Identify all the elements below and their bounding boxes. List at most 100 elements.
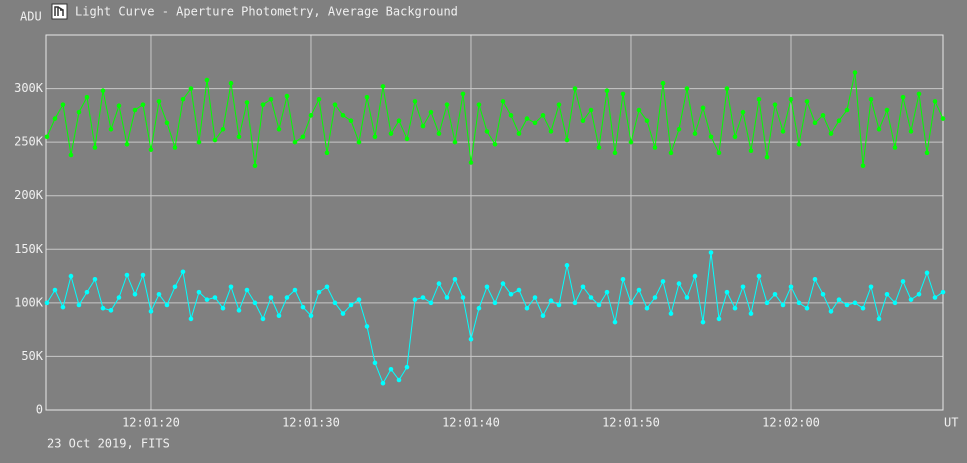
- data-point: [132, 291, 138, 297]
- data-point: [716, 316, 722, 322]
- data-point: [580, 284, 586, 290]
- data-point: [68, 152, 74, 158]
- data-point: [196, 139, 202, 145]
- data-point: [876, 126, 882, 132]
- data-point: [260, 102, 266, 107]
- data-point: [588, 295, 594, 300]
- data-point: [372, 360, 378, 366]
- data-point: [92, 145, 98, 150]
- data-point: [604, 289, 610, 295]
- data-point: [740, 284, 746, 290]
- data-point: [892, 145, 898, 150]
- data-point: [148, 309, 154, 314]
- data-point: [636, 287, 642, 293]
- x-tick-label: 12:01:30: [282, 416, 340, 430]
- y-axis-label: ADU: [20, 10, 42, 24]
- data-point: [740, 109, 746, 115]
- data-point: [484, 129, 490, 134]
- data-point: [644, 118, 650, 124]
- data-point: [156, 291, 162, 297]
- data-point: [44, 134, 50, 140]
- data-point: [756, 273, 762, 279]
- data-point: [908, 297, 914, 302]
- data-point: [52, 116, 58, 121]
- data-point: [716, 150, 722, 156]
- data-point: [780, 302, 786, 308]
- footer-note: 23 Oct 2019, FITS: [47, 437, 170, 451]
- data-point: [492, 300, 498, 306]
- data-point: [124, 272, 130, 278]
- data-point: [604, 88, 610, 94]
- data-point: [396, 377, 402, 383]
- data-point: [804, 99, 810, 104]
- data-point: [340, 311, 346, 316]
- data-point: [556, 102, 562, 107]
- data-point: [348, 118, 354, 124]
- data-point: [748, 311, 754, 316]
- data-point: [764, 300, 770, 306]
- data-point: [164, 120, 170, 126]
- data-point: [484, 284, 490, 290]
- data-point: [468, 336, 474, 342]
- x-tick-label: 12:01:40: [442, 416, 500, 430]
- data-point: [692, 273, 698, 279]
- data-point: [228, 284, 234, 290]
- data-point: [388, 131, 394, 136]
- data-point: [852, 70, 858, 75]
- data-point: [444, 295, 450, 300]
- data-point: [84, 289, 90, 295]
- data-point: [428, 109, 434, 115]
- data-point: [780, 129, 786, 134]
- data-point: [844, 302, 850, 308]
- data-point: [436, 131, 442, 136]
- data-point: [268, 295, 274, 300]
- data-point: [460, 91, 466, 97]
- data-point: [804, 305, 810, 311]
- data-point: [84, 94, 90, 100]
- data-point: [540, 113, 546, 118]
- data-point: [628, 300, 634, 306]
- data-point: [612, 319, 618, 325]
- app-icon: [51, 3, 68, 20]
- data-point: [156, 99, 162, 104]
- data-point: [828, 131, 834, 136]
- data-point: [364, 94, 370, 100]
- x-tick-label: 12:01:20: [122, 416, 180, 430]
- data-point: [564, 137, 570, 143]
- data-point: [132, 107, 138, 113]
- data-point: [532, 120, 538, 126]
- data-point: [916, 291, 922, 297]
- data-point: [404, 364, 410, 370]
- data-point: [116, 295, 122, 300]
- y-tick-label: 100K: [14, 295, 44, 309]
- data-point: [660, 80, 666, 86]
- data-point: [908, 129, 914, 134]
- y-tick-label: 250K: [14, 135, 44, 149]
- data-point: [276, 313, 282, 319]
- x-axis-label: UT: [944, 416, 958, 430]
- data-point: [140, 102, 146, 107]
- y-tick-label: 0: [36, 403, 43, 417]
- data-point: [396, 118, 402, 124]
- data-point: [236, 134, 242, 140]
- data-point: [492, 141, 498, 147]
- data-point: [748, 148, 754, 154]
- data-point: [172, 284, 178, 290]
- data-point: [188, 316, 194, 322]
- data-point: [292, 287, 298, 293]
- data-point: [636, 107, 642, 113]
- data-point: [708, 134, 714, 140]
- data-point: [788, 284, 794, 290]
- data-point: [244, 287, 250, 293]
- data-point: [788, 96, 794, 102]
- data-point: [180, 269, 186, 275]
- data-point: [900, 94, 906, 100]
- data-point: [812, 276, 818, 282]
- data-point: [316, 96, 322, 102]
- data-point: [276, 126, 282, 132]
- data-point: [572, 86, 578, 91]
- data-point: [860, 163, 866, 169]
- data-point: [332, 102, 338, 107]
- data-point: [324, 150, 330, 156]
